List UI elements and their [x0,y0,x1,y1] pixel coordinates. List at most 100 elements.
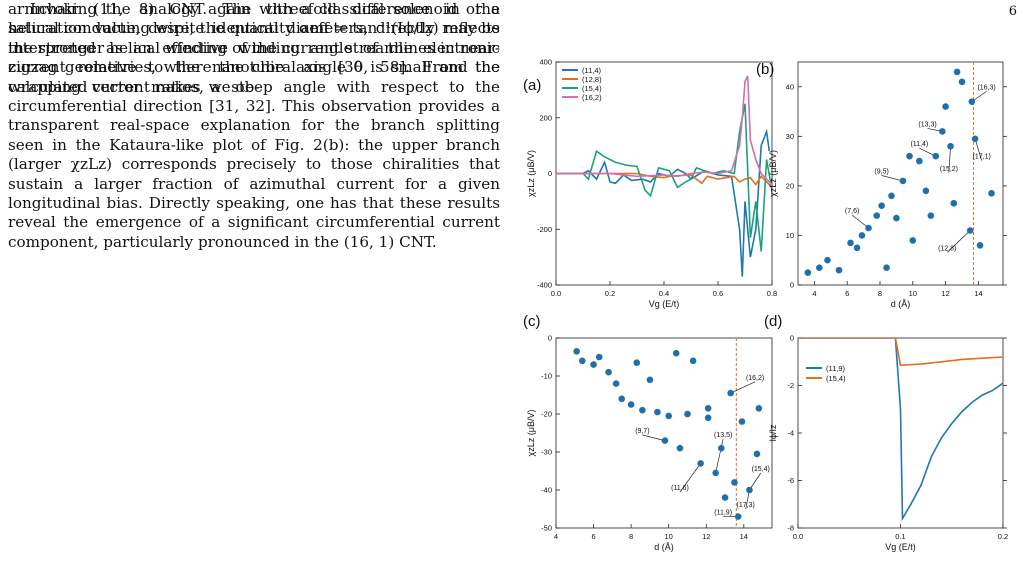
annotation-leader [974,138,983,161]
data-point [858,232,866,239]
data-point [672,349,680,357]
annotation-leader [948,146,951,174]
data-point [942,103,949,110]
x-axis-label: Vg (E/t) [885,542,916,552]
x-tick-label: 14 [740,532,748,541]
y-tick-label: 0 [790,281,794,290]
y-tick-label: -2 [787,381,794,390]
data-point [605,368,612,376]
data-point [665,412,672,420]
x-tick-label: 12 [941,289,949,298]
data-point [988,190,995,197]
legend-label: (11,4) [582,66,602,75]
data-point [654,408,661,416]
data-point [916,157,923,165]
series-line-2 [556,172,772,188]
panel-4: (d) 0.0 0.1 0.2 -8 -6 -4 -2 0 Vg (E/t) Iϕ/Iz (11,9)… [764,313,1008,552]
annotation-label: (9,7) [635,428,649,435]
data-point [953,68,961,76]
y-tick-label: -20 [541,410,552,419]
annotation-leader [881,175,904,182]
x-tick-label: 12 [702,532,710,541]
data-point [922,187,930,195]
data-point [958,78,966,86]
annotation-leader [715,438,724,473]
annotation-label: (13,5) [714,432,732,439]
y-tick-label: 40 [786,82,794,91]
y-axis-label: χzLz (μB/V) [768,150,778,197]
panel-label: (a) [523,77,541,94]
x-tick-label: 8 [629,532,633,541]
x-tick-label: 14 [974,289,982,298]
annotation-label: (16,3) [977,84,995,91]
x-tick-label: 6 [591,532,595,541]
x-axis-label: Vg (E/t) [649,299,680,309]
annotation-label: (11,9) [714,510,732,517]
series-line-1 [556,128,771,277]
y-axis-label: χzLz (μB/V) [526,410,536,457]
legend-label: (12,8) [582,75,602,84]
y-axis-label: χzLz (μB/V) [526,150,536,197]
annotation-leader [946,230,971,253]
annotation-label: (16,2) [746,375,764,382]
data-point [909,237,917,244]
series-line-3 [556,103,772,252]
legend-label: (16,2) [582,93,602,102]
data-point [727,389,734,397]
y-tick-label: -8 [787,524,794,533]
legend-label: (11,9) [826,364,846,373]
panel-2: (b) 4 6 8 10 12 14 0 10 20 30 40 d (Å) χzLz (μB/V) (16… [756,61,1007,309]
panel-3: (c) 4 6 8 10 12 14 -50 -40 -30 -20 -10 0 d (Å) χzLz (μ… [523,313,773,552]
plot-frame [555,337,773,529]
data-point [804,269,812,276]
annotation-label: (15,2) [940,166,958,173]
x-tick-label: 4 [812,289,816,298]
annotation-leader [730,381,756,394]
data-point [853,244,861,252]
data-point [717,444,725,452]
series-line-4 [556,75,772,186]
data-point [824,256,831,264]
x-tick-label: 0.2 [605,289,615,298]
data-point [590,361,597,368]
data-point [976,242,984,249]
data-point [618,395,626,403]
x-axis-label: d (Å) [654,542,674,552]
data-point [578,357,586,365]
legend-label: (15,4) [582,84,602,93]
panel-1: (a) 0.0 0.2 0.4 0.6 0.8 -400 -200 0 200 400 Vg (E/t… [523,58,777,310]
annotation-leader [679,463,701,493]
y-tick-label: 0 [790,334,794,343]
panel-label: (b) [756,61,774,78]
page-number: 6 [1008,4,1017,19]
annotation-label: (17,3) [737,502,755,509]
data-point [646,376,654,384]
y-tick-label: -6 [787,476,794,485]
x-tick-label: 8 [878,289,882,298]
data-point [704,405,712,412]
data-point [595,353,603,361]
data-point [661,437,669,444]
annotation-label: (11,6) [671,485,689,492]
data-point [950,199,958,207]
annotation-label: (9,5) [874,169,888,176]
data-point [966,227,974,234]
x-tick-label: 6 [845,289,849,298]
y-axis-label: Iϕ/Iz [768,424,778,442]
data-point [753,450,761,458]
data-point [927,212,935,219]
y-tick-label: 0 [548,169,552,178]
data-point [971,135,979,143]
data-point [873,212,881,219]
data-point [689,357,697,365]
data-point [712,469,719,477]
annotation-leader [749,472,762,491]
y-tick-label: -40 [541,486,552,495]
data-point [738,418,746,425]
y-tick-label: -30 [541,448,552,457]
data-point [906,152,913,160]
body-paragraph-2: Invoking the analogy again with a classi… [8,0,500,96]
data-point [684,410,691,418]
y-tick-label: 200 [539,113,552,122]
